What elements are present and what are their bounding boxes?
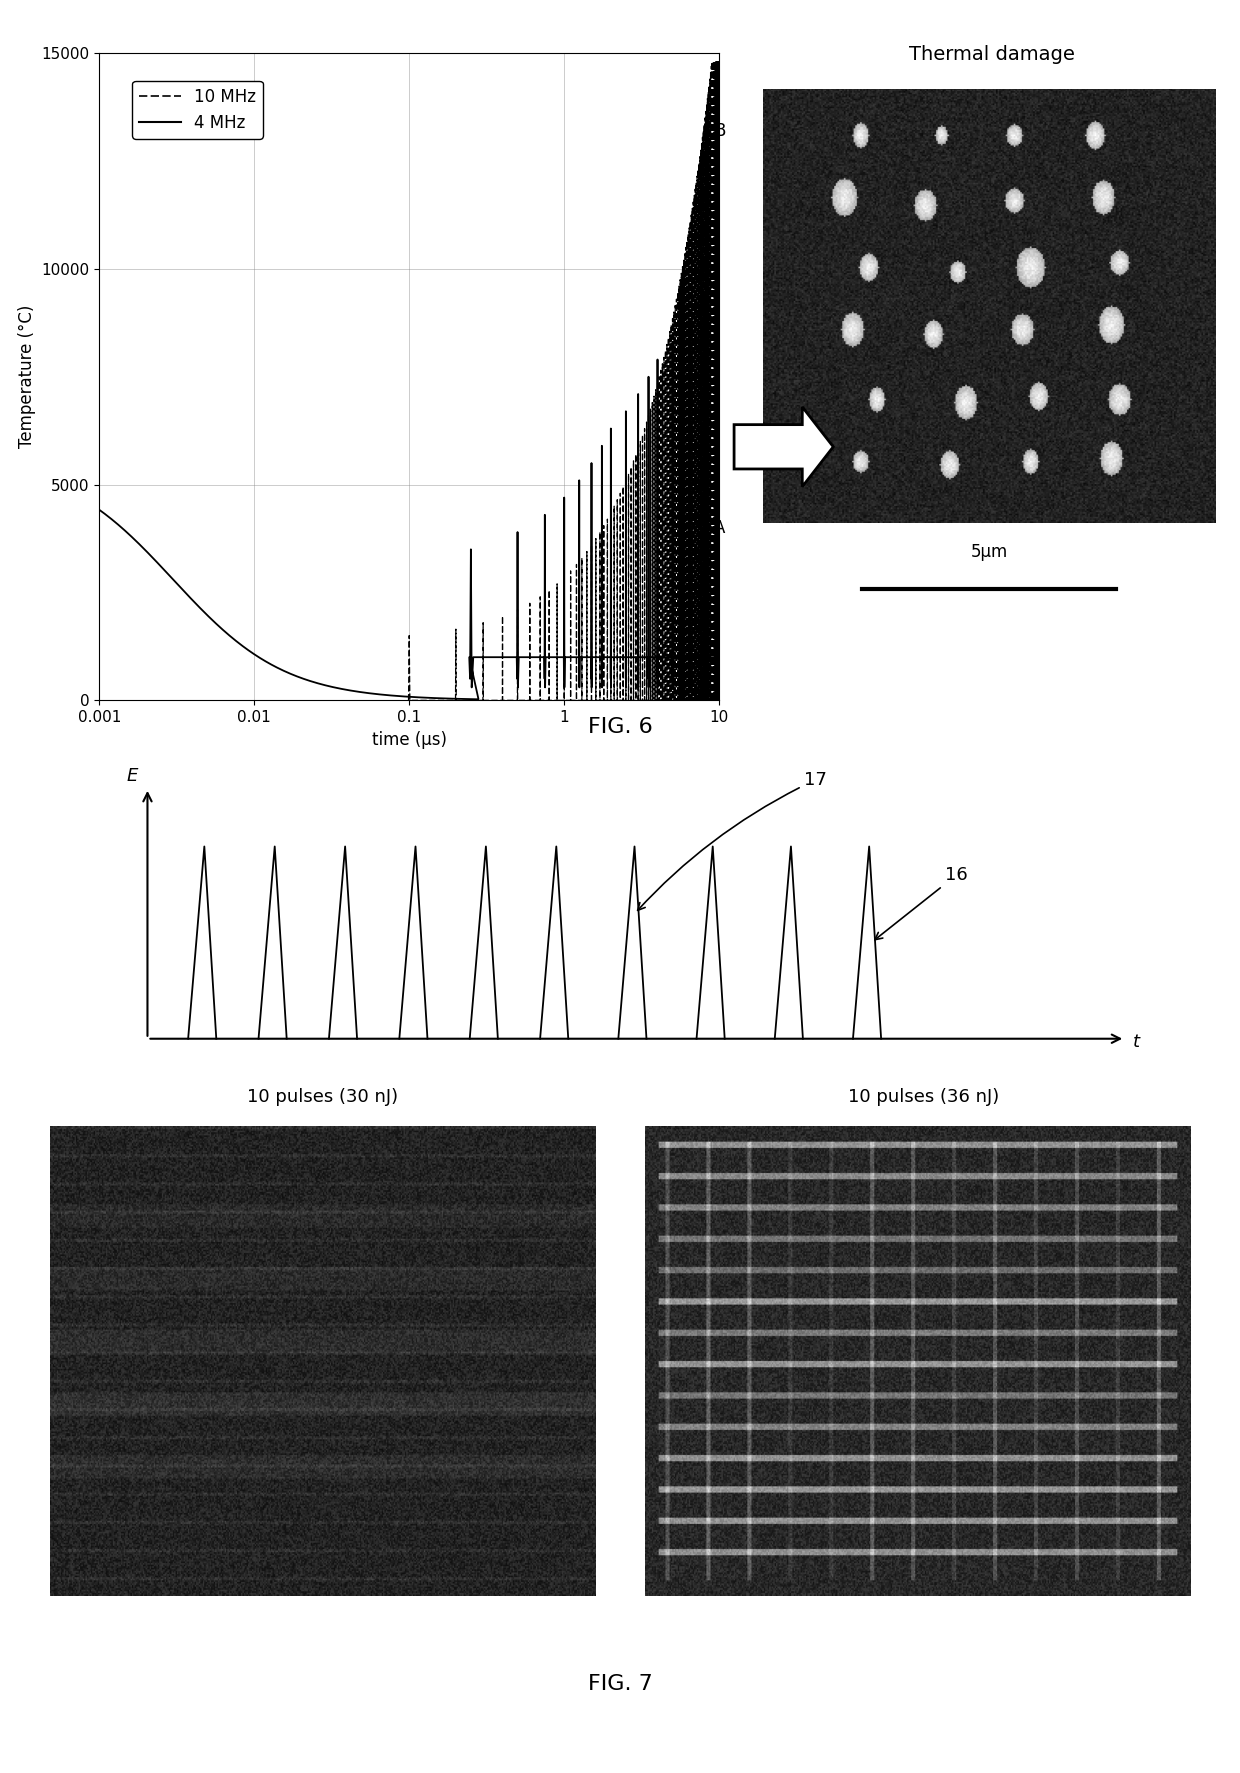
Text: 10 pulses (30 nJ): 10 pulses (30 nJ) — [247, 1087, 398, 1106]
Text: 17: 17 — [637, 771, 827, 910]
Text: E: E — [126, 766, 138, 785]
X-axis label: time (μs): time (μs) — [372, 730, 446, 748]
Text: Thermal damage: Thermal damage — [909, 46, 1075, 64]
Text: 10 pulses (36 nJ): 10 pulses (36 nJ) — [848, 1087, 999, 1106]
Legend: 10 MHz, 4 MHz: 10 MHz, 4 MHz — [133, 82, 263, 138]
Text: 5μm: 5μm — [970, 543, 1008, 560]
Text: A: A — [714, 519, 725, 537]
Text: FIG. 6: FIG. 6 — [588, 716, 652, 738]
Y-axis label: Temperature (°C): Temperature (°C) — [17, 305, 36, 449]
Text: 16: 16 — [875, 865, 968, 940]
Text: B: B — [714, 122, 725, 140]
Text: t: t — [1133, 1034, 1140, 1051]
Text: FIG. 7: FIG. 7 — [588, 1674, 652, 1695]
